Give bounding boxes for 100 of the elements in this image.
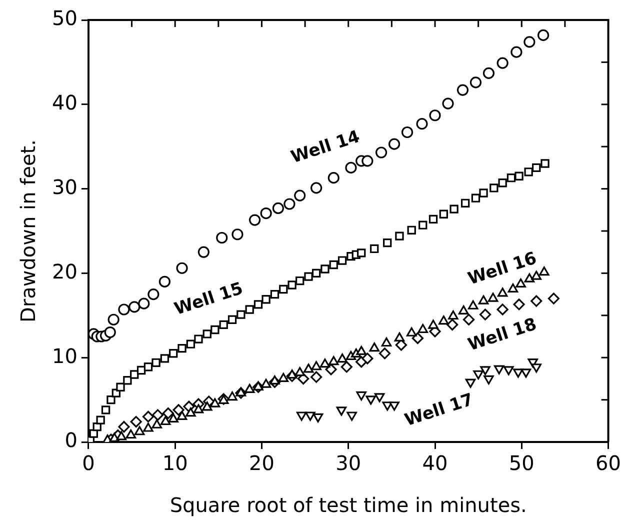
- point: [310, 371, 322, 383]
- point: [530, 295, 542, 307]
- point: [244, 384, 255, 393]
- text: Well 16: [466, 248, 540, 290]
- point: [506, 173, 516, 182]
- x-tick-label: 40: [422, 451, 448, 476]
- x-tick-label: 50: [508, 451, 534, 476]
- point: [320, 264, 330, 274]
- point: [296, 276, 304, 286]
- point: [394, 332, 405, 342]
- point: [418, 220, 428, 230]
- point: [260, 378, 272, 388]
- point: [227, 391, 238, 401]
- point: [328, 356, 339, 366]
- point: [279, 284, 288, 294]
- point: [176, 410, 188, 420]
- point: [516, 278, 526, 288]
- point: [456, 84, 469, 96]
- point: [548, 292, 560, 304]
- point: [448, 310, 458, 320]
- point: [148, 288, 160, 300]
- point: [245, 305, 254, 314]
- point: [169, 349, 178, 358]
- point: [478, 295, 489, 304]
- point: [108, 314, 120, 326]
- point: [325, 364, 337, 376]
- point: [248, 214, 261, 226]
- point: [375, 146, 388, 158]
- point: [460, 198, 470, 208]
- point: [294, 190, 306, 202]
- point: [210, 325, 220, 334]
- y-axis-title: Drawdown in feet.: [16, 140, 40, 322]
- point: [152, 419, 162, 428]
- point: [406, 327, 417, 336]
- point: [488, 292, 498, 302]
- point: [130, 370, 139, 379]
- point: [328, 172, 340, 184]
- point: [357, 248, 366, 258]
- point: [210, 398, 220, 408]
- y-tick-label: 40: [52, 90, 78, 115]
- point: [152, 409, 164, 421]
- point: [104, 326, 116, 338]
- point: [428, 320, 438, 329]
- point: [134, 426, 145, 436]
- point: [429, 110, 441, 122]
- point: [537, 29, 550, 41]
- point: [130, 416, 142, 428]
- text: Well 15: [172, 278, 246, 320]
- point: [450, 204, 458, 214]
- point: [253, 381, 264, 390]
- point: [116, 382, 125, 392]
- point: [496, 57, 508, 69]
- point: [338, 256, 347, 265]
- point: [497, 288, 508, 297]
- x-tick-label: 0: [82, 451, 95, 476]
- point: [513, 298, 525, 310]
- point: [524, 36, 536, 48]
- point: [160, 416, 171, 426]
- point: [362, 155, 374, 167]
- point: [143, 422, 154, 432]
- point: [96, 416, 105, 424]
- point: [219, 320, 228, 330]
- point: [118, 421, 130, 433]
- point: [482, 67, 495, 79]
- point: [236, 310, 246, 319]
- point: [286, 370, 298, 379]
- point: [458, 305, 469, 314]
- point: [312, 268, 321, 278]
- point: [202, 330, 212, 338]
- point: [260, 207, 272, 220]
- point: [539, 266, 550, 276]
- point: [428, 214, 438, 224]
- point: [144, 362, 153, 372]
- point: [160, 354, 170, 363]
- x-tick-label: 30: [336, 451, 362, 476]
- point: [540, 159, 550, 168]
- point: [216, 232, 228, 244]
- point: [439, 210, 448, 218]
- point: [254, 300, 263, 309]
- point: [468, 300, 478, 310]
- point: [340, 361, 352, 373]
- point: [152, 358, 160, 367]
- y-tick-label: 0: [64, 428, 78, 452]
- point: [462, 314, 475, 326]
- point: [303, 364, 314, 373]
- point: [162, 408, 174, 420]
- x-axis-title: Square root of test time in minutes.: [170, 493, 527, 518]
- point: [381, 337, 392, 347]
- point: [172, 404, 184, 416]
- y-tick-label: 50: [52, 6, 78, 30]
- point: [228, 315, 237, 324]
- point: [508, 283, 518, 293]
- point: [320, 358, 330, 368]
- point: [378, 348, 391, 360]
- point: [278, 372, 289, 382]
- point: [496, 304, 508, 316]
- point: [194, 334, 203, 344]
- point: [284, 198, 296, 210]
- point: [270, 375, 280, 385]
- point: [89, 429, 98, 438]
